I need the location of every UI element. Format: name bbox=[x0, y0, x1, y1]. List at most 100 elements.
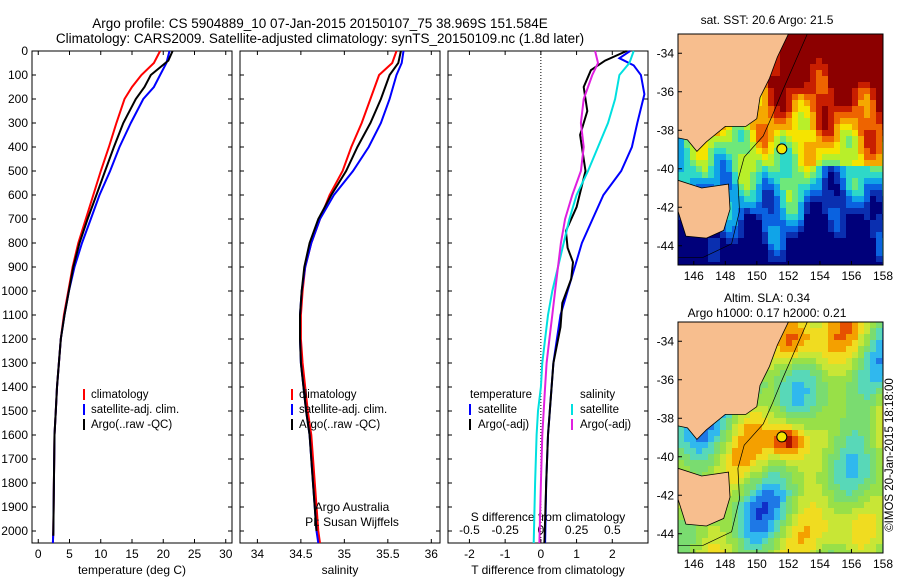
map-cell bbox=[828, 238, 834, 244]
map-cell bbox=[744, 448, 750, 454]
map-cell bbox=[858, 214, 864, 220]
map-cell bbox=[786, 136, 792, 142]
map-cell bbox=[822, 250, 828, 256]
map-cell bbox=[840, 178, 846, 184]
map-cell bbox=[876, 412, 882, 418]
map-cell bbox=[744, 220, 750, 226]
map-cell bbox=[714, 232, 720, 238]
map-cell bbox=[762, 106, 768, 112]
map-cell bbox=[774, 232, 780, 238]
map-cell bbox=[804, 328, 810, 334]
map-cell bbox=[798, 358, 804, 364]
map-cell bbox=[816, 322, 822, 328]
map-cell bbox=[780, 502, 786, 508]
map-cell bbox=[822, 370, 828, 376]
map-cell bbox=[828, 448, 834, 454]
map-cell bbox=[714, 256, 720, 262]
map-cell bbox=[786, 196, 792, 202]
map-cell bbox=[744, 532, 750, 538]
map-cell bbox=[876, 484, 882, 490]
map-cell bbox=[732, 208, 738, 214]
map-cell bbox=[858, 514, 864, 520]
map-cell bbox=[690, 448, 696, 454]
map-cell bbox=[762, 382, 768, 388]
map-cell bbox=[816, 436, 822, 442]
map-cell bbox=[822, 220, 828, 226]
map-cell bbox=[750, 130, 756, 136]
legend-title-s: salinity bbox=[580, 389, 615, 401]
map-cell bbox=[732, 472, 738, 478]
map-cell bbox=[774, 178, 780, 184]
map-cell bbox=[768, 388, 774, 394]
map-cell bbox=[768, 406, 774, 412]
map-cell bbox=[858, 208, 864, 214]
map-cell bbox=[732, 190, 738, 196]
map-cell bbox=[702, 172, 708, 178]
map-cell bbox=[846, 40, 852, 46]
map-cell bbox=[792, 148, 798, 154]
map-cell bbox=[840, 496, 846, 502]
map-cell bbox=[732, 202, 738, 208]
map-cell bbox=[846, 244, 852, 250]
map-cell bbox=[780, 484, 786, 490]
map-cell bbox=[864, 148, 870, 154]
map-cell bbox=[714, 178, 720, 184]
map-cell bbox=[876, 106, 882, 112]
map-cell bbox=[786, 166, 792, 172]
map-cell bbox=[774, 400, 780, 406]
map-cell bbox=[744, 466, 750, 472]
map-cell bbox=[810, 472, 816, 478]
map-cell bbox=[864, 424, 870, 430]
map-cell bbox=[858, 484, 864, 490]
map-cell bbox=[786, 508, 792, 514]
map-cell bbox=[678, 526, 684, 532]
map-cell bbox=[798, 352, 804, 358]
y-tick-label: 500 bbox=[8, 164, 28, 178]
x-tick-label: 25 bbox=[188, 547, 202, 561]
map-cell bbox=[822, 100, 828, 106]
map-cell bbox=[756, 178, 762, 184]
map-cell bbox=[732, 184, 738, 190]
map-cell bbox=[804, 94, 810, 100]
map-cell bbox=[738, 544, 744, 550]
map-cell bbox=[810, 538, 816, 544]
map-cell bbox=[774, 526, 780, 532]
map-cell bbox=[744, 454, 750, 460]
map-cell bbox=[864, 46, 870, 52]
map-cell bbox=[864, 136, 870, 142]
map-cell bbox=[822, 238, 828, 244]
map-cell bbox=[864, 544, 870, 550]
map-cell bbox=[876, 82, 882, 88]
map-y-tick-label: -40 bbox=[657, 450, 675, 464]
map-cell bbox=[690, 466, 696, 472]
y-tick-label: 0 bbox=[21, 44, 28, 58]
map-cell bbox=[744, 424, 750, 430]
map-cell bbox=[876, 190, 882, 196]
map-cell bbox=[744, 262, 750, 265]
map-cell bbox=[870, 94, 876, 100]
map-cell bbox=[822, 34, 828, 40]
x-tick-label: 30 bbox=[219, 547, 233, 561]
map-cell bbox=[786, 202, 792, 208]
map-cell bbox=[702, 166, 708, 172]
map-cell bbox=[792, 334, 798, 340]
map-cell bbox=[870, 388, 876, 394]
map-cell bbox=[870, 136, 876, 142]
map-cell bbox=[852, 370, 858, 376]
map-cell bbox=[846, 52, 852, 58]
map-cell bbox=[690, 178, 696, 184]
map-cell bbox=[840, 118, 846, 124]
map-cell bbox=[804, 118, 810, 124]
map-cell bbox=[834, 76, 840, 82]
map-cell bbox=[864, 436, 870, 442]
map-cell bbox=[798, 496, 804, 502]
map-cell bbox=[762, 262, 768, 265]
map-cell bbox=[750, 184, 756, 190]
map-cell bbox=[828, 136, 834, 142]
map-cell bbox=[690, 148, 696, 154]
map-x-tick-label: 152 bbox=[778, 557, 798, 571]
map-cell bbox=[762, 544, 768, 550]
map-cell bbox=[864, 196, 870, 202]
map-cell bbox=[804, 184, 810, 190]
x-tick-label: 36 bbox=[425, 547, 439, 561]
